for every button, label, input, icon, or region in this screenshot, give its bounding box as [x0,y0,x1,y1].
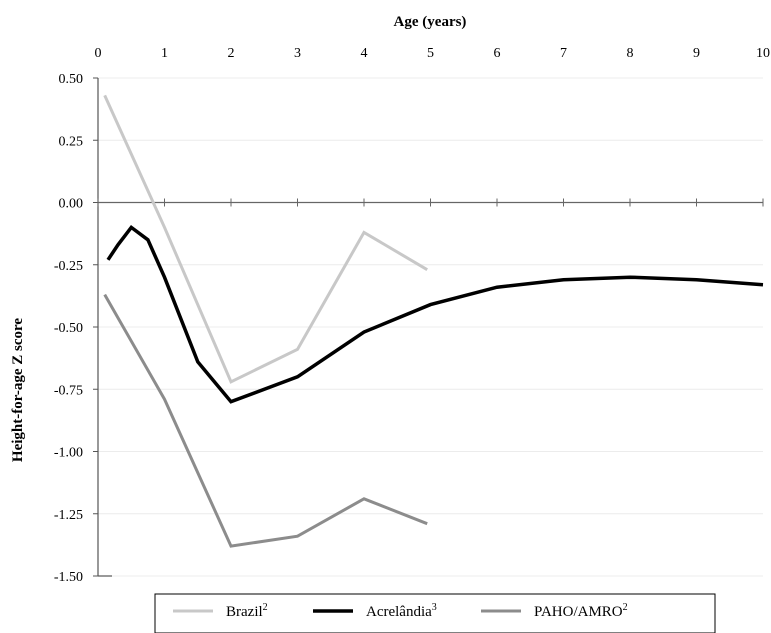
x-tick-label: 10 [756,46,770,61]
legend-superscript: 2 [623,602,628,613]
x-tick-label: 0 [95,46,102,61]
legend-label-2: PAHO/AMRO2 [534,602,628,620]
x-tick-label: 5 [427,46,434,61]
legend-label-1: Acrelândia3 [366,602,437,620]
y-tick-label: -1.00 [54,446,83,461]
x-tick-label: 4 [361,46,368,61]
series-line-0 [103,94,428,384]
x-tick-label: 7 [560,46,567,61]
y-tick-label: -0.50 [54,321,83,336]
y-axis-title: Height-for-age Z score [10,318,26,462]
y-tick-label: -1.50 [54,570,83,585]
x-axis-title: Age (years) [394,14,467,30]
x-tick-label: 9 [693,46,700,61]
x-tick-label: 8 [627,46,634,61]
legend-superscript: 2 [263,602,268,613]
y-tick-label: 0.50 [59,72,84,87]
grid-lines [98,77,763,577]
legend-label-0: Brazil2 [226,602,268,620]
y-tick-label: 0.25 [59,134,84,149]
y-tick-label: 0.00 [59,197,84,212]
series-lines [103,94,764,548]
x-tick-label: 2 [228,46,235,61]
legend: Brazil2 Acrelândia3 PAHO/AMRO2 [154,593,716,633]
x-tick-label: 3 [294,46,301,61]
series-line-2 [103,293,428,548]
axes [93,77,764,577]
y-tick-label: -0.75 [54,383,83,398]
x-tick-label: 1 [161,46,168,61]
y-tick-label: -0.25 [54,259,83,274]
x-tick-label: 6 [494,46,501,61]
y-tick-label: -1.25 [54,508,83,523]
legend-superscript: 3 [432,602,437,613]
series-line-1 [106,224,764,404]
tick-labels: 0.50 0.25 0.00 -0.25 -0.50 -0.75 -1.00 -1.25 -1.… [54,46,770,585]
legend-box [154,593,716,633]
